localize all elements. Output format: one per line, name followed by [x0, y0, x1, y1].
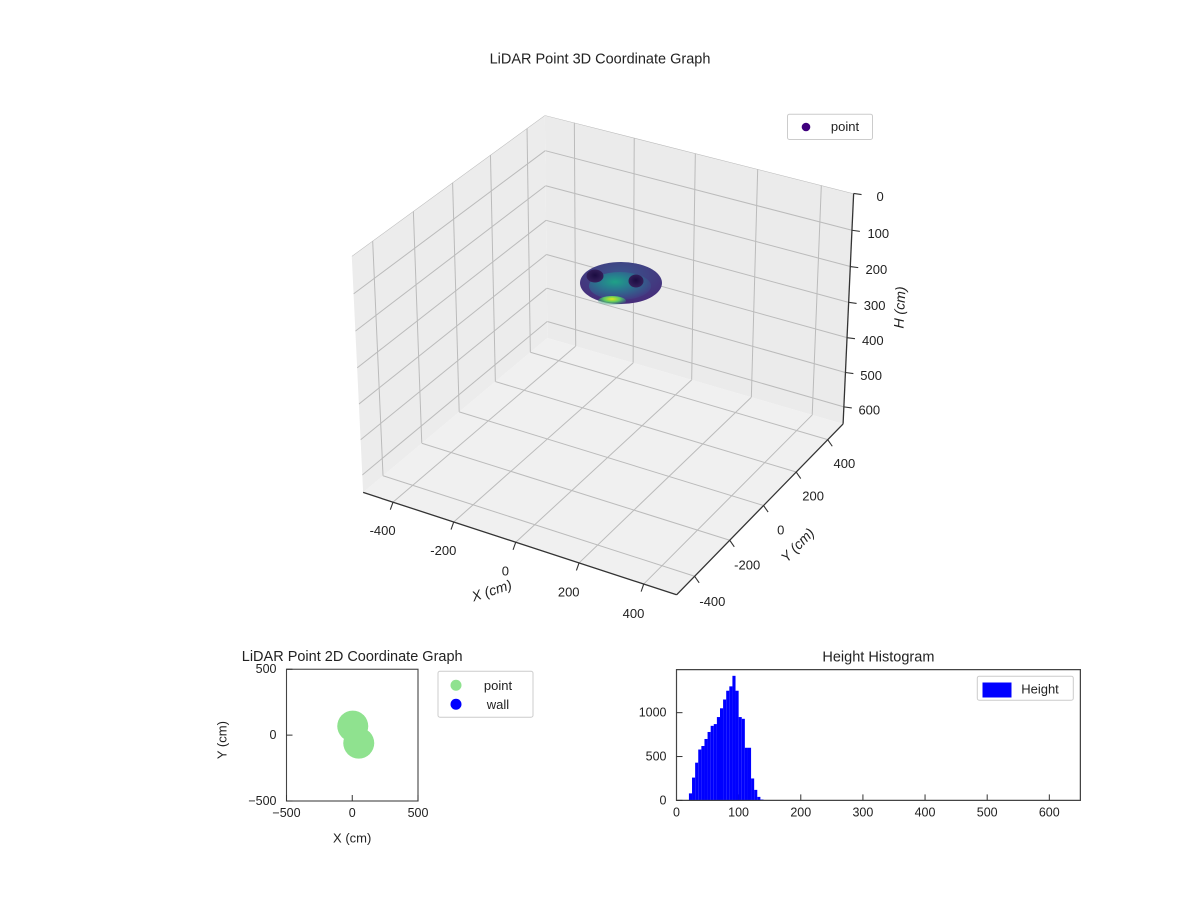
svg-text:wall: wall [486, 697, 510, 712]
svg-text:100: 100 [728, 805, 749, 819]
svg-text:300: 300 [852, 805, 873, 819]
svg-text:-400: -400 [699, 594, 725, 609]
svg-text:−500: −500 [272, 806, 300, 820]
svg-text:-400: -400 [370, 523, 396, 538]
svg-text:point: point [831, 119, 860, 134]
svg-text:500: 500 [646, 750, 667, 764]
svg-text:0: 0 [349, 806, 356, 820]
svg-text:400: 400 [915, 805, 936, 819]
svg-text:0: 0 [777, 522, 784, 537]
svg-text:500: 500 [256, 662, 277, 676]
svg-text:400: 400 [623, 606, 645, 621]
svg-text:400: 400 [862, 333, 884, 348]
svg-text:LiDAR Point 3D Coordinate Grap: LiDAR Point 3D Coordinate Graph [490, 52, 711, 68]
svg-text:Height Histogram: Height Histogram [822, 649, 934, 665]
svg-text:200: 200 [558, 585, 580, 600]
svg-text:600: 600 [1039, 805, 1060, 819]
svg-text:100: 100 [867, 226, 889, 241]
svg-text:500: 500 [860, 368, 882, 383]
svg-text:200: 200 [866, 262, 888, 277]
svg-text:Height: Height [1021, 682, 1059, 697]
svg-text:0: 0 [673, 805, 680, 819]
svg-text:500: 500 [977, 805, 998, 819]
svg-text:Y (cm): Y (cm) [214, 721, 229, 759]
svg-text:200: 200 [790, 805, 811, 819]
svg-text:X (cm): X (cm) [333, 830, 371, 845]
svg-text:1000: 1000 [639, 706, 667, 720]
svg-text:500: 500 [408, 806, 429, 820]
svg-text:200: 200 [802, 489, 824, 504]
svg-text:0: 0 [660, 793, 667, 807]
svg-text:0: 0 [270, 728, 277, 742]
svg-text:H (cm): H (cm) [891, 286, 909, 329]
svg-text:-200: -200 [430, 543, 456, 558]
svg-text:600: 600 [858, 402, 880, 417]
svg-text:point: point [484, 678, 513, 693]
svg-text:−500: −500 [248, 794, 276, 808]
svg-text:0: 0 [876, 189, 883, 204]
svg-text:-200: -200 [734, 558, 760, 573]
svg-text:300: 300 [864, 298, 886, 313]
svg-text:400: 400 [834, 456, 856, 471]
